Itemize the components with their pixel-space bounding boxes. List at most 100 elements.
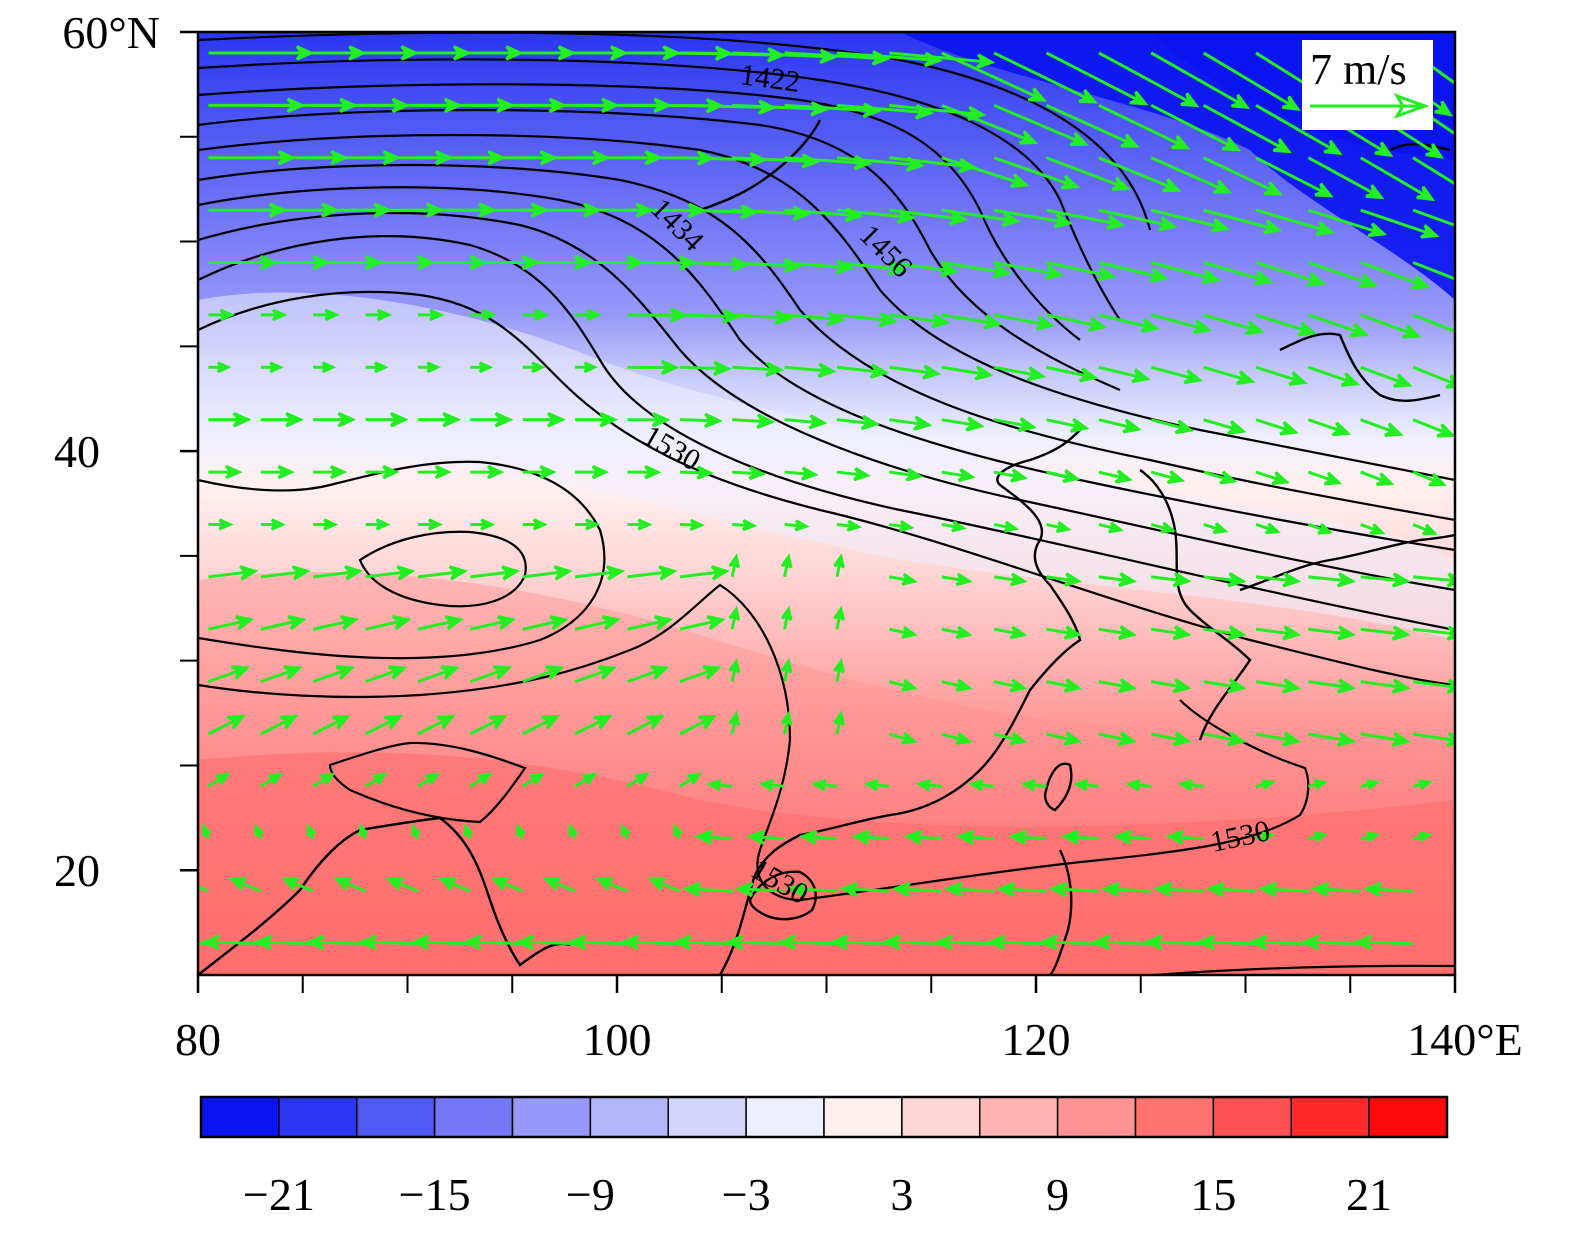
wind-vector (260, 665, 303, 684)
wind-vector (679, 772, 703, 788)
wind-vector (1153, 881, 1204, 898)
wind-vector (679, 565, 730, 581)
coastlines (198, 119, 1455, 975)
wind-vector (253, 934, 314, 951)
wind-vector (1308, 731, 1357, 747)
wind-vector (627, 615, 674, 631)
y-tick-label: 20 (54, 845, 100, 896)
wind-vector (993, 520, 1020, 533)
wind-vector (1045, 51, 1149, 106)
wind-vector (836, 363, 890, 379)
wind-vector (1307, 470, 1343, 486)
wind-vector (281, 877, 314, 893)
wind-vector (1412, 418, 1455, 438)
wind-vector (260, 615, 307, 631)
wind-vector (1203, 261, 1274, 286)
wind-vector (1307, 522, 1334, 535)
wind-vector (1203, 470, 1238, 485)
wind-vector (728, 710, 741, 735)
wind-vector (626, 772, 650, 788)
x-tick-label: 80 (175, 1014, 221, 1065)
wind-vector (313, 412, 357, 428)
wind-vector (260, 308, 288, 322)
wind-vector (207, 665, 251, 684)
wind-vector (1046, 261, 1117, 282)
wind-vector (732, 413, 776, 429)
wind-vector (417, 665, 460, 684)
wind-vector (780, 605, 793, 630)
wind-vector (306, 823, 316, 840)
wind-vector (208, 361, 232, 374)
wind-vector (1098, 51, 1200, 108)
wind-vector (1412, 208, 1455, 227)
wind-vector (1255, 365, 1308, 386)
wind-vector (1203, 208, 1283, 235)
wind-vector (313, 308, 340, 322)
wind-vector (313, 565, 364, 581)
wind-vector (1151, 572, 1192, 588)
wind-vector (438, 877, 471, 893)
colorbar-swatch (200, 1096, 280, 1138)
wind-vector (1150, 156, 1233, 194)
wind-vector (903, 829, 942, 845)
wind-vector (784, 414, 828, 430)
wind-vector (208, 518, 234, 531)
wind-vector (882, 934, 942, 951)
wind-vector (836, 467, 872, 482)
wind-vector (993, 208, 1074, 229)
wind-vector (993, 625, 1028, 640)
wind-vector (956, 829, 995, 845)
x-tick-label: 140°E (1407, 1014, 1523, 1065)
wind-vector (993, 51, 1098, 104)
wind-vector (1150, 731, 1192, 747)
wind-vector (1412, 313, 1455, 338)
wind-vector (889, 415, 933, 431)
wind-vector (1177, 778, 1204, 792)
wind-vector (567, 934, 628, 951)
wind-vector (463, 934, 523, 951)
wind-vector (728, 605, 741, 630)
wind-vector (986, 934, 1047, 951)
wind-vector (626, 665, 670, 684)
wind-vector (208, 465, 243, 480)
wind-vector (993, 731, 1028, 746)
wind-vector (1046, 208, 1126, 230)
wind-vector (620, 823, 631, 840)
wind-vector (777, 934, 838, 951)
wind-vector (1310, 881, 1361, 898)
wind-vector (260, 714, 299, 736)
wind-vector (358, 823, 369, 840)
wind-vector (734, 881, 785, 898)
wind-vector (1308, 572, 1357, 588)
colorbar-swatch (589, 1096, 669, 1138)
wind-vector (620, 934, 680, 951)
wind-vector (1101, 881, 1152, 898)
wind-vector (993, 156, 1081, 190)
wind-vector (1412, 831, 1433, 843)
wind-vector (411, 823, 421, 840)
wind-vector (798, 829, 838, 845)
colorbar-swatch (1368, 1096, 1448, 1138)
wind-vector (941, 156, 1030, 189)
wind-vector (1255, 470, 1290, 485)
wind-vector (1150, 365, 1204, 385)
wind-vector (941, 572, 973, 587)
wind-vector (333, 877, 367, 893)
wind-vector (522, 518, 548, 531)
wind-vectors (198, 45, 1455, 951)
wind-vector (208, 308, 236, 322)
wind-vector (679, 360, 732, 377)
wind-vector (522, 714, 561, 736)
wind-vector (1205, 881, 1257, 898)
colorbar-swatch (1056, 1096, 1137, 1138)
wind-vector (208, 615, 255, 631)
wind-vector (627, 565, 678, 581)
wind-vector (312, 665, 356, 684)
wind-vector (1255, 779, 1276, 790)
wind-vector (647, 877, 681, 893)
wind-vector (575, 465, 610, 480)
wind-vector (469, 714, 509, 736)
wind-vector (1307, 261, 1379, 289)
wind-vector (672, 934, 733, 951)
wind-vector (1258, 881, 1309, 898)
